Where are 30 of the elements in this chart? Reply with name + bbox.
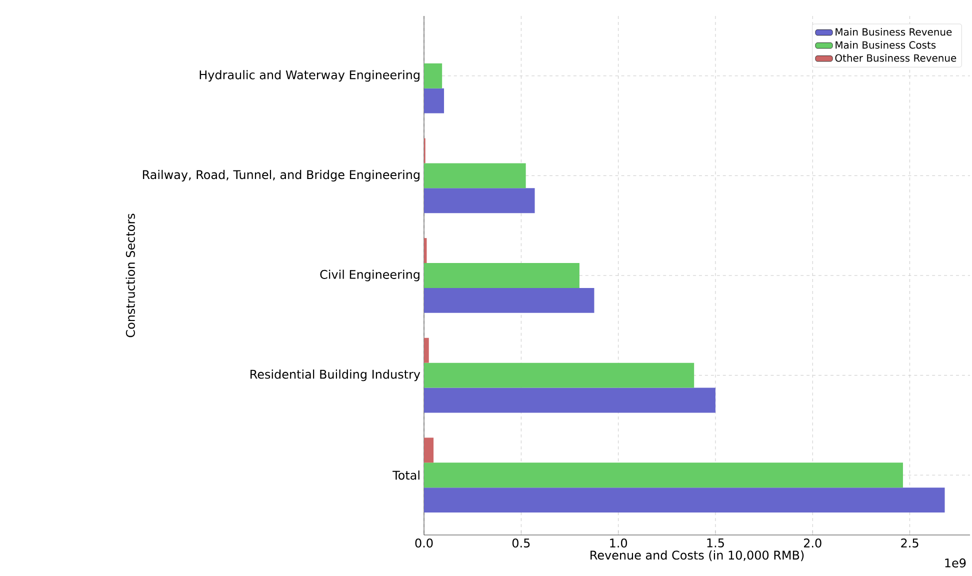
bar [424, 362, 694, 388]
bar [424, 163, 526, 188]
bar [424, 438, 434, 463]
y-axis-title: Construction Sectors [126, 214, 135, 338]
bar [424, 388, 716, 413]
bar [424, 238, 427, 264]
bar [424, 188, 535, 214]
x-tick-label: 2.5 [901, 538, 918, 548]
bar [424, 88, 444, 114]
bar [424, 488, 945, 513]
bar [424, 338, 429, 363]
y-tick-label: Railway, Road, Tunnel, and Bridge Engineering [142, 170, 420, 182]
x-tick-label: 0.5 [512, 538, 530, 548]
legend-label: Main Business Revenue [836, 28, 952, 36]
y-tick-label: Total [392, 470, 420, 480]
y-tick-label: Civil Engineering [320, 270, 420, 282]
x-axis-title: Revenue and Costs (in 10,000 RMB) [590, 550, 804, 562]
y-tick-label: Residential Building Industry [250, 370, 420, 382]
x-tick-label: 1.0 [610, 538, 628, 548]
text: 1e9 [945, 558, 966, 568]
legend-label: Main Business Costs [836, 41, 936, 49]
x-tick-label: 0.0 [415, 538, 433, 548]
x-tick-label: 2.0 [804, 538, 822, 548]
bar [424, 288, 594, 313]
x-tick-label: 1.5 [707, 538, 724, 548]
bar [424, 263, 580, 288]
y-tick-label: Hydraulic and Waterway Engineering [200, 70, 420, 82]
bar [424, 63, 442, 88]
bar [424, 462, 903, 488]
legend-label: Other Business Revenue [835, 54, 956, 62]
